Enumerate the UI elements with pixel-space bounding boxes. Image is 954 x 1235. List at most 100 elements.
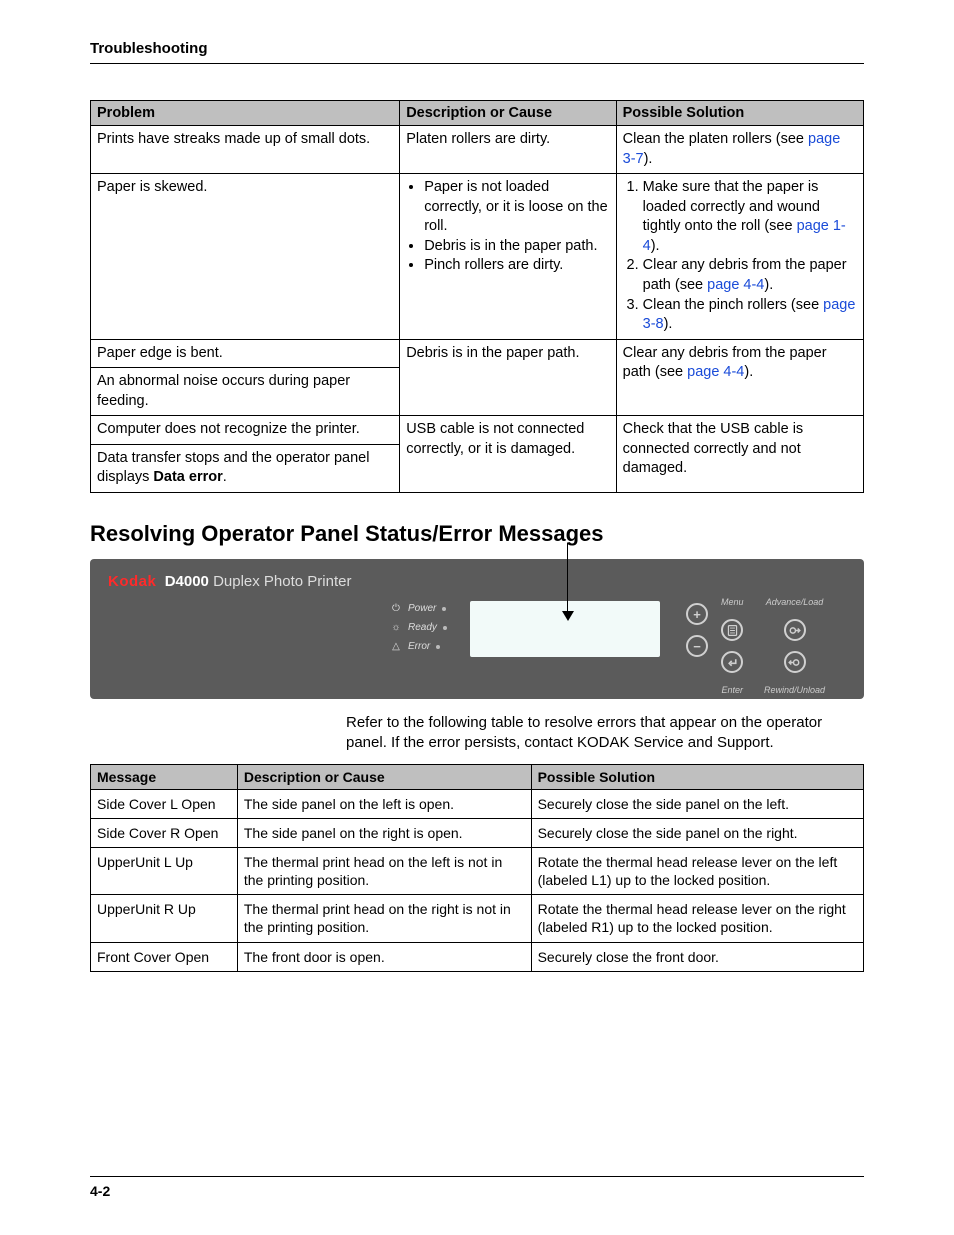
t1-header-sol: Possible Solution bbox=[616, 101, 863, 126]
panel-button-column-plusminus: + − bbox=[686, 603, 708, 657]
panel-button-column-load: Advance/Load Rewind/Unload bbox=[764, 597, 825, 695]
rewind-button[interactable] bbox=[784, 651, 806, 673]
operator-panel: Kodak D4000 Duplex Photo Printer ⏻ Power… bbox=[90, 559, 864, 699]
cell-problem: Paper edge is bent. bbox=[91, 339, 400, 368]
text: ). bbox=[664, 316, 673, 332]
table-row: UpperUnit R Up The thermal print head on… bbox=[91, 895, 864, 942]
cell-desc: Platen rollers are dirty. bbox=[400, 126, 616, 174]
text: Data transfer stops and the operator pan… bbox=[97, 450, 369, 486]
enter-button[interactable] bbox=[721, 651, 743, 673]
table-row: Computer does not recognize the printer.… bbox=[91, 416, 864, 445]
cell-sol: Rotate the thermal head release lever on… bbox=[531, 895, 863, 942]
t2-header-msg: Message bbox=[91, 764, 238, 789]
status-power-row: ⏻ Power bbox=[390, 603, 447, 614]
brand-name: Kodak bbox=[108, 573, 156, 590]
enter-label: Enter bbox=[722, 685, 744, 695]
cell-solution: Check that the USB cable is connected co… bbox=[616, 416, 863, 493]
cell-msg: Side Cover R Open bbox=[91, 818, 238, 847]
list-item: Make sure that the paper is loaded corre… bbox=[643, 178, 857, 256]
text: ). bbox=[764, 277, 773, 293]
cell-msg: UpperUnit R Up bbox=[91, 895, 238, 942]
cell-problem: Paper is skewed. bbox=[91, 174, 400, 340]
cell-problem: Computer does not recognize the printer. bbox=[91, 416, 400, 445]
page-link[interactable]: page 4-4 bbox=[707, 277, 764, 293]
status-ready-label: Ready bbox=[408, 622, 437, 633]
callout-arrow-line bbox=[567, 543, 568, 617]
status-error-row: △ Error bbox=[390, 641, 447, 652]
panel-branding: Kodak D4000 Duplex Photo Printer bbox=[108, 573, 351, 590]
enter-icon bbox=[726, 656, 739, 669]
cell-desc: The thermal print head on the right is n… bbox=[237, 895, 531, 942]
callout-arrow-head bbox=[562, 611, 574, 621]
list-item: Paper is not loaded correctly, or it is … bbox=[424, 178, 609, 237]
cell-msg: Front Cover Open bbox=[91, 942, 238, 971]
text: Make sure that the paper is loaded corre… bbox=[643, 179, 820, 234]
page-link[interactable]: page 4-4 bbox=[687, 364, 744, 380]
list-item: Clear any debris from the paper path (se… bbox=[643, 256, 857, 295]
model-subtitle: Duplex Photo Printer bbox=[213, 573, 351, 590]
advance-button[interactable] bbox=[784, 619, 806, 641]
table-row: Prints have streaks made up of small dot… bbox=[91, 126, 864, 174]
status-ready-row: ☼ Ready bbox=[390, 622, 447, 633]
cell-solution: Make sure that the paper is loaded corre… bbox=[616, 174, 863, 340]
sun-icon: ☼ bbox=[390, 622, 402, 633]
advance-icon bbox=[788, 624, 801, 637]
cell-desc: Paper is not loaded correctly, or it is … bbox=[400, 174, 616, 340]
table-row: Side Cover R Open The side panel on the … bbox=[91, 818, 864, 847]
list-item: Pinch rollers are dirty. bbox=[424, 256, 609, 276]
model-name: D4000 bbox=[165, 573, 209, 590]
table-row: Side Cover L Open The side panel on the … bbox=[91, 789, 864, 818]
text: . bbox=[223, 469, 227, 485]
menu-button[interactable] bbox=[721, 619, 743, 641]
menu-label: Menu bbox=[721, 597, 744, 607]
cell-solution: Clean the platen rollers (see page 3-7). bbox=[616, 126, 863, 174]
cell-solution: Clear any debris from the paper path (se… bbox=[616, 339, 863, 416]
intro-paragraph: Refer to the following table to resolve … bbox=[346, 713, 864, 754]
text: ). bbox=[644, 151, 653, 167]
running-header: Troubleshooting bbox=[90, 40, 864, 64]
rewind-icon bbox=[788, 656, 801, 669]
page-footer: 4-2 bbox=[90, 1176, 864, 1199]
table-row: Paper edge is bent. Debris is in the pap… bbox=[91, 339, 864, 368]
cell-sol: Securely close the side panel on the lef… bbox=[531, 789, 863, 818]
cell-desc: The thermal print head on the left is no… bbox=[237, 847, 531, 894]
minus-button[interactable]: − bbox=[686, 635, 708, 657]
t1-header-problem: Problem bbox=[91, 101, 400, 126]
text: ). bbox=[744, 364, 753, 380]
list-item: Clean the pinch rollers (see page 3-8). bbox=[643, 296, 857, 335]
messages-table: Message Description or Cause Possible So… bbox=[90, 764, 864, 972]
page: Troubleshooting Problem Description or C… bbox=[0, 0, 954, 1235]
text: Clean the platen rollers (see bbox=[623, 131, 808, 147]
panel-button-column-menu: Menu Enter bbox=[721, 597, 744, 695]
status-indicator-list: ⏻ Power ☼ Ready △ Error bbox=[390, 603, 447, 660]
plus-button[interactable]: + bbox=[686, 603, 708, 625]
power-icon: ⏻ bbox=[390, 603, 402, 614]
bold-text: Data error bbox=[153, 469, 222, 485]
cell-msg: UpperUnit L Up bbox=[91, 847, 238, 894]
status-power-label: Power bbox=[408, 603, 436, 614]
status-led bbox=[442, 607, 446, 611]
cell-sol: Rotate the thermal head release lever on… bbox=[531, 847, 863, 894]
menu-icon bbox=[726, 624, 739, 637]
status-error-label: Error bbox=[408, 641, 430, 652]
cell-desc: Debris is in the paper path. bbox=[400, 339, 616, 416]
operator-panel-figure: Kodak D4000 Duplex Photo Printer ⏻ Power… bbox=[90, 559, 864, 699]
cell-sol: Securely close the side panel on the rig… bbox=[531, 818, 863, 847]
table-row: Paper is skewed. Paper is not loaded cor… bbox=[91, 174, 864, 340]
lcd-display bbox=[470, 601, 660, 657]
troubleshooting-table: Problem Description or Cause Possible So… bbox=[90, 100, 864, 493]
text: ). bbox=[651, 238, 660, 254]
list-item: Debris is in the paper path. bbox=[424, 237, 609, 257]
rewind-label: Rewind/Unload bbox=[764, 685, 825, 695]
t2-header-sol: Possible Solution bbox=[531, 764, 863, 789]
cell-desc: The front door is open. bbox=[237, 942, 531, 971]
status-led bbox=[443, 626, 447, 630]
cell-msg: Side Cover L Open bbox=[91, 789, 238, 818]
t2-header-desc: Description or Cause bbox=[237, 764, 531, 789]
cell-problem: Data transfer stops and the operator pan… bbox=[91, 444, 400, 492]
table-row: Front Cover Open The front door is open.… bbox=[91, 942, 864, 971]
warning-icon: △ bbox=[390, 641, 402, 652]
section-heading: Resolving Operator Panel Status/Error Me… bbox=[90, 521, 864, 547]
t1-header-desc: Description or Cause bbox=[400, 101, 616, 126]
cell-problem: An abnormal noise occurs during paper fe… bbox=[91, 368, 400, 416]
